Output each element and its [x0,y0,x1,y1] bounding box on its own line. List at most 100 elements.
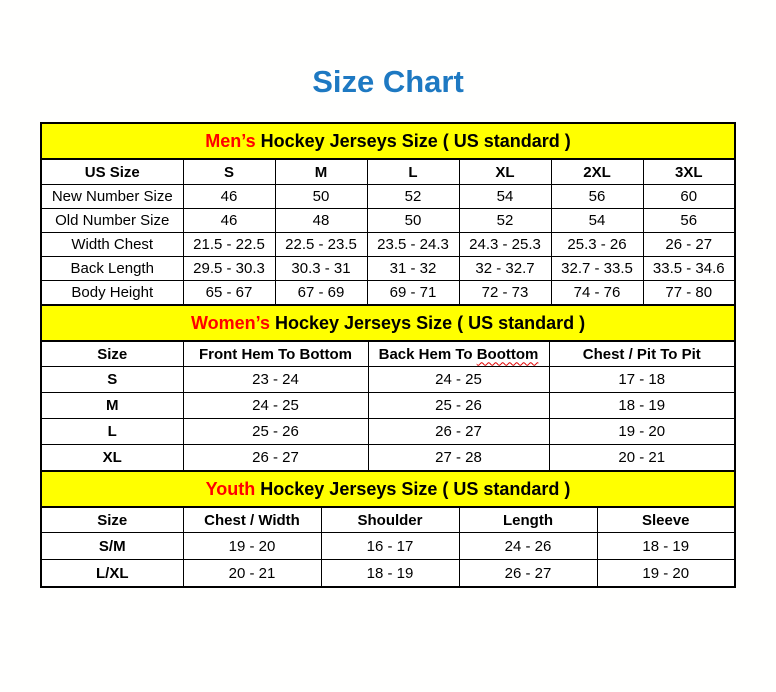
table-row: Width Chest 21.5 - 22.5 22.5 - 23.5 23.5… [40,232,736,257]
table-cell: 19 - 20 [596,559,736,588]
mens-header-row: US Size S M L XL 2XL 3XL [40,158,736,185]
row-label: M [40,392,184,419]
table-cell: 19 - 20 [182,532,322,560]
table-cell: 52 [458,208,552,233]
table-cell: 18 - 19 [320,559,460,588]
table-cell: 24 - 26 [458,532,598,560]
table-cell: 27 - 28 [367,444,550,472]
table-cell: 77 - 80 [642,280,736,306]
table-cell: 19 - 20 [548,418,736,445]
table-cell: 17 - 18 [548,366,736,393]
table-cell: 26 - 27 [182,444,369,472]
mens-band-highlight: Men’s [205,130,256,151]
page-title: Size Chart [312,64,464,99]
womens-section-band: Women’s Hockey Jerseys Size ( US standar… [39,304,737,342]
column-header-s: S [182,158,276,185]
womens-band-text: Hockey Jerseys Size ( US standard ) [274,312,586,333]
table-cell: 22.5 - 23.5 [274,232,368,257]
table-cell: 24 - 25 [367,366,550,393]
table-row: New Number Size 46 50 52 54 56 60 [40,184,736,209]
row-label: L [40,418,184,445]
table-row: S 23 - 24 24 - 25 17 - 18 [40,366,736,393]
womens-band-highlight: Women’s [190,312,270,333]
table-cell: 26 - 27 [642,232,736,257]
table-cell: 20 - 21 [548,444,736,472]
back-hem-label-prefix: Back Hem To [378,345,473,363]
mens-band-text: Hockey Jerseys Size ( US standard ) [260,130,571,151]
table-cell: 24 - 25 [182,392,369,419]
back-hem-misspelled-word: Boottom [476,345,539,363]
table-row: Body Height 65 - 67 67 - 69 69 - 71 72 -… [40,280,736,306]
table-cell: 24.3 - 25.3 [458,232,552,257]
column-header-us-size: US Size [40,158,184,185]
table-cell: 16 - 17 [320,532,460,560]
table-cell: 33.5 - 34.6 [642,256,736,281]
womens-header-row: Size Front Hem To Bottom Back Hem To Boo… [40,340,736,367]
table-cell: 29.5 - 30.3 [182,256,276,281]
row-label: Old Number Size [40,208,184,233]
table-cell: 23.5 - 24.3 [366,232,460,257]
table-cell: 46 [182,184,276,209]
row-label: L/XL [40,559,184,588]
column-header-2xl: 2XL [550,158,644,185]
table-cell: 50 [274,184,368,209]
table-row: L/XL 20 - 21 18 - 19 26 - 27 19 - 20 [40,559,736,588]
youth-header-row: Size Chest / Width Shoulder Length Sleev… [40,506,736,533]
table-cell: 32 - 32.7 [458,256,552,281]
row-label: S/M [40,532,184,560]
table-cell: 74 - 76 [550,280,644,306]
table-cell: 56 [550,184,644,209]
table-cell: 18 - 19 [548,392,736,419]
table-cell: 30.3 - 31 [274,256,368,281]
table-cell: 26 - 27 [367,418,550,445]
youth-section-band: Youth Hockey Jerseys Size ( US standard … [39,470,737,508]
table-cell: 54 [458,184,552,209]
table-cell: 48 [274,208,368,233]
womens-size-table: Women’s Hockey Jerseys Size ( US standar… [39,304,737,472]
column-header-m: M [274,158,368,185]
table-cell: 50 [366,208,460,233]
table-cell: 23 - 24 [182,366,369,393]
table-cell: 52 [366,184,460,209]
column-header-front-hem: Front Hem To Bottom [182,340,369,367]
table-row: S/M 19 - 20 16 - 17 24 - 26 18 - 19 [40,532,736,560]
column-header-size: Size [40,340,184,367]
mens-section-band: Men’s Hockey Jerseys Size ( US standard … [40,122,736,160]
youth-band-text: Hockey Jerseys Size ( US standard ) [260,478,571,499]
table-cell: 67 - 69 [274,280,368,306]
column-header-sleeve: Sleeve [596,506,736,533]
table-cell: 31 - 32 [366,256,460,281]
table-cell: 65 - 67 [182,280,276,306]
table-cell: 72 - 73 [458,280,552,306]
table-row: M 24 - 25 25 - 26 18 - 19 [40,392,736,419]
row-label: XL [40,444,184,472]
table-row: Old Number Size 46 48 50 52 54 56 [40,208,736,233]
table-cell: 25 - 26 [367,392,550,419]
table-row: Back Length 29.5 - 30.3 30.3 - 31 31 - 3… [40,256,736,281]
column-header-3xl: 3XL [642,158,736,185]
size-chart-tables: Men’s Hockey Jerseys Size ( US standard … [39,122,737,588]
table-cell: 32.7 - 33.5 [550,256,644,281]
table-cell: 18 - 19 [596,532,736,560]
column-header-l: L [366,158,460,185]
table-cell: 46 [182,208,276,233]
mens-size-table: Men’s Hockey Jerseys Size ( US standard … [40,122,736,306]
row-label: Width Chest [40,232,184,257]
youth-band-highlight: Youth [205,478,256,499]
column-header-back-hem: Back Hem To Boottom [367,340,550,367]
table-cell: 25 - 26 [182,418,369,445]
table-cell: 60 [642,184,736,209]
row-label: Back Length [40,256,184,281]
table-row: L 25 - 26 26 - 27 19 - 20 [40,418,736,445]
column-header-xl: XL [458,158,552,185]
table-cell: 20 - 21 [182,559,322,588]
column-header-chest-pit: Chest / Pit To Pit [548,340,736,367]
column-header-length: Length [458,506,598,533]
table-row: XL 26 - 27 27 - 28 20 - 21 [40,444,736,472]
column-header-chest-width: Chest / Width [182,506,322,533]
table-cell: 25.3 - 26 [550,232,644,257]
table-cell: 56 [642,208,736,233]
column-header-shoulder: Shoulder [320,506,460,533]
row-label: New Number Size [40,184,184,209]
table-cell: 26 - 27 [458,559,598,588]
